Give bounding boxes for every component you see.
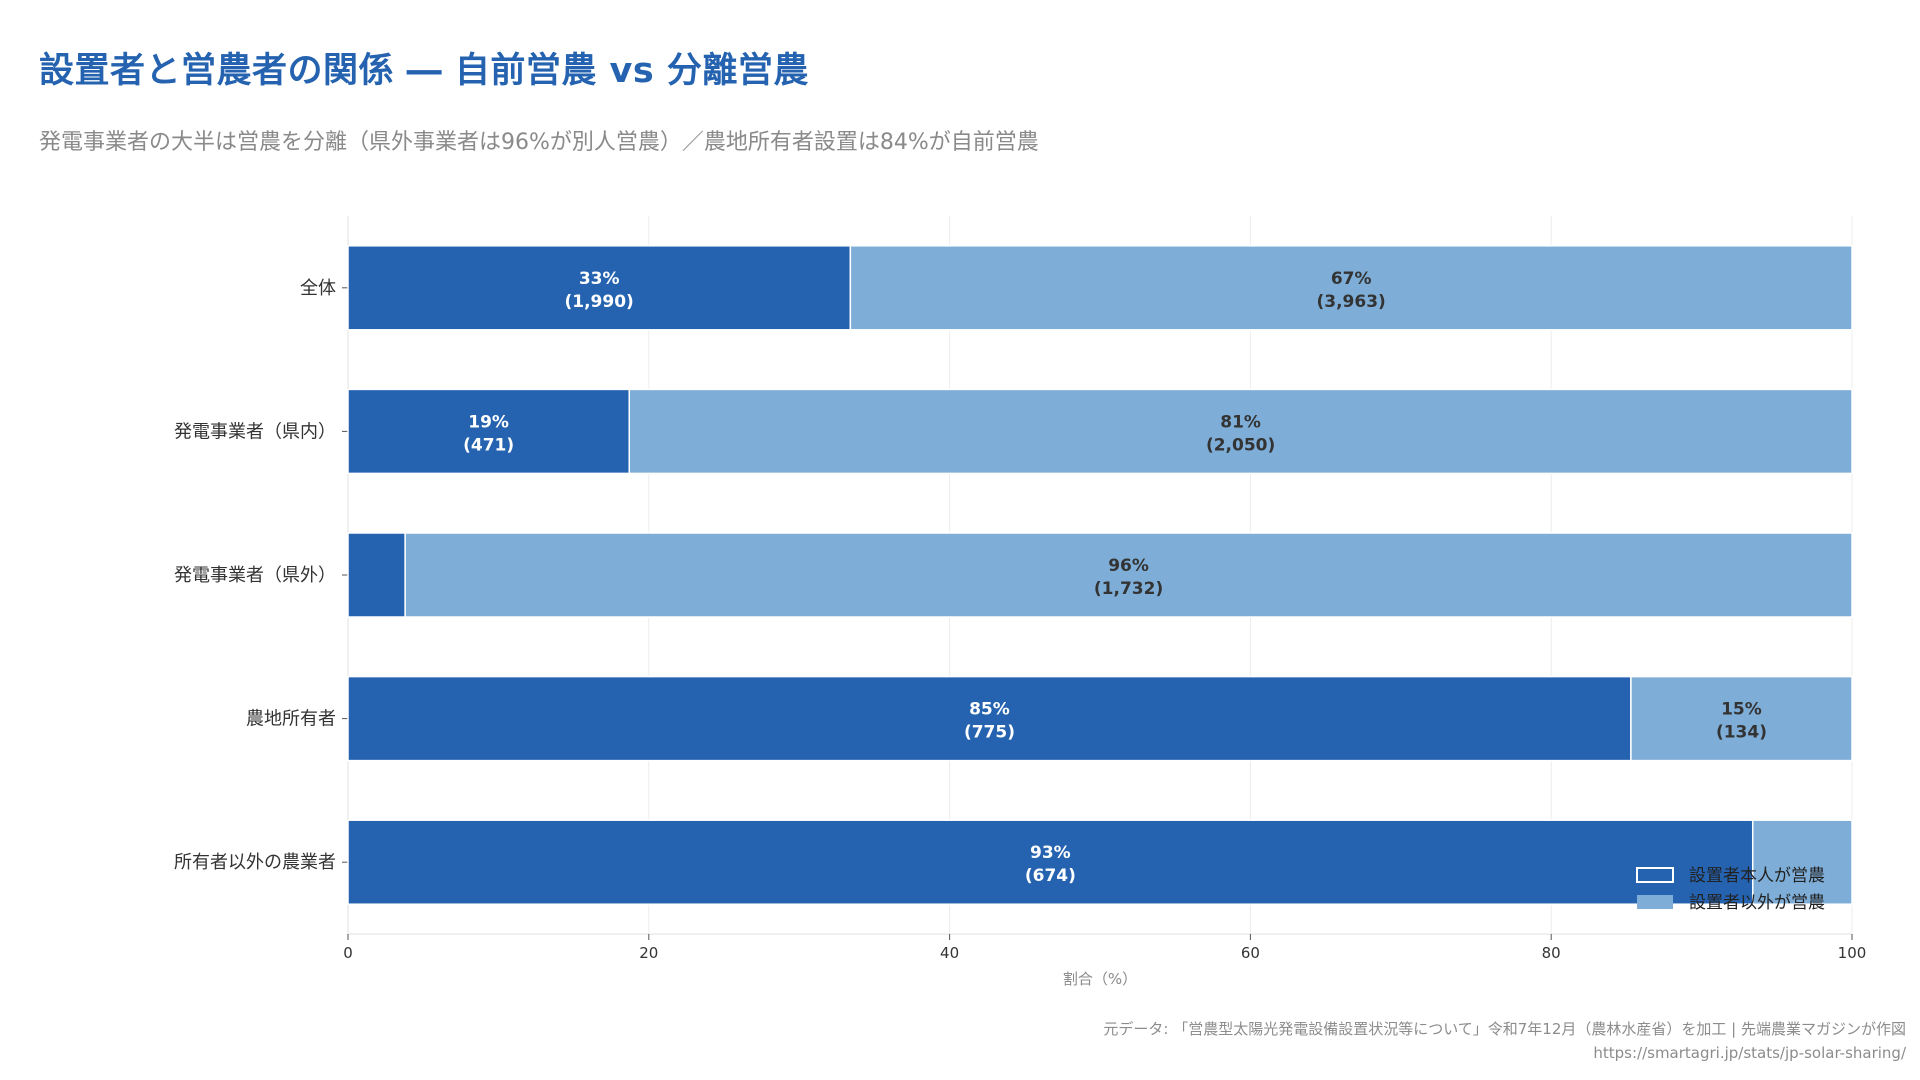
data-label-line: 85% (969, 700, 1010, 720)
data-label-line: 33% (579, 269, 620, 289)
source-note: 元データ: 「営農型太陽光発電設備設置状況等について」令和7年12月（農林水産省… (1103, 1020, 1906, 1038)
x-tick-label: 60 (1241, 944, 1260, 962)
data-label-line: (1,732) (1094, 579, 1163, 599)
bar-segment-other (628, 388, 1853, 475)
bar-segment-other (849, 245, 1853, 331)
category-label: 所有者以外の農業者 (174, 852, 336, 873)
x-tick-label: 20 (639, 944, 658, 962)
x-tick-label: 0 (343, 944, 353, 962)
legend-swatch (1636, 867, 1674, 883)
bar-segment-self (347, 675, 1632, 762)
x-axis-title: 割合（%） (1063, 970, 1137, 988)
legend-label: 設置者本人が営農 (1689, 866, 1825, 886)
data-label: 93% (674) (1025, 843, 1076, 886)
data-label: 19% (471) (463, 412, 514, 455)
data-label-line: (471) (463, 435, 514, 455)
data-label: 67% (3,963) (1317, 269, 1386, 312)
data-label-line: (3,963) (1317, 292, 1386, 312)
bar-segment-self (347, 819, 1754, 905)
data-label: 81% (2,050) (1206, 412, 1275, 455)
data-label-line: 15% (1721, 700, 1762, 720)
bar-segment-self (347, 245, 852, 331)
data-label-line: (674) (1025, 866, 1076, 886)
data-label: 33% (1,990) (565, 269, 634, 312)
legend-label: 設置者以外が営農 (1689, 893, 1825, 913)
category-label: 発電事業者（県内） (174, 421, 336, 442)
data-label-line: 93% (1030, 843, 1071, 863)
x-tick-label: 80 (1542, 944, 1561, 962)
category-label: 全体 (300, 278, 336, 299)
category-label: 農地所有者 (246, 709, 336, 730)
data-label-line: (2,050) (1206, 435, 1275, 455)
chart-title: 設置者と営農者の関係 ― 自前営農 vs 分離営農 (39, 51, 809, 91)
data-label: 15% (134) (1716, 700, 1767, 743)
data-label-line: 19% (468, 412, 509, 432)
x-tick-label: 100 (1838, 944, 1867, 962)
data-label-line: 81% (1220, 412, 1261, 432)
data-label: 96% (1,732) (1094, 556, 1163, 599)
data-label-line: 96% (1108, 556, 1149, 576)
bar-segment-self (347, 532, 406, 618)
bar-segment-other (1630, 675, 1853, 762)
data-label-line: (134) (1716, 723, 1767, 743)
data-label-line: (1,990) (565, 292, 634, 312)
bar-segment-self (347, 388, 630, 475)
bar-segment-other (1751, 819, 1853, 905)
category-label: 発電事業者（県外） (174, 565, 336, 586)
bar-segment-other (404, 532, 1853, 618)
data-label-line: 67% (1331, 269, 1372, 289)
data-label: 85% (775) (964, 700, 1015, 743)
x-tick-label: 40 (940, 944, 959, 962)
legend-swatch (1637, 895, 1673, 909)
data-label-line: (775) (964, 723, 1015, 743)
source-url: https://smartagri.jp/stats/jp-solar-shar… (1593, 1044, 1906, 1062)
chart-subtitle: 発電事業者の大半は営農を分離（県外事業者は96%が別人営農）／農地所有者設置は8… (39, 130, 1039, 155)
